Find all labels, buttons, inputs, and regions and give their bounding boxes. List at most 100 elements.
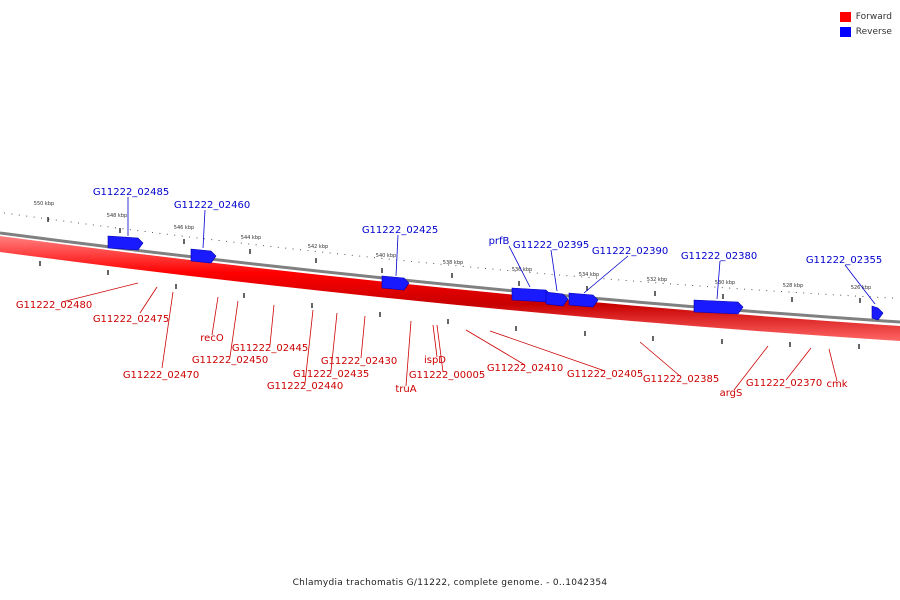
reverse-gene-label: G11222_02395	[513, 240, 589, 251]
scale-dot	[721, 287, 723, 289]
forward-gene-label: G11222_02430	[321, 356, 397, 367]
scale-dot	[544, 273, 546, 275]
scale-label: 526 kbp	[851, 285, 871, 291]
scale-dot	[70, 221, 72, 223]
scale-dot	[766, 290, 768, 292]
forward-gene-label-leader	[405, 320, 412, 387]
scale-dot	[855, 295, 856, 297]
reverse-gene-label: prfB	[489, 236, 510, 247]
forward-gene-label: argS	[720, 388, 743, 399]
scale-label: 544 kbp	[241, 235, 261, 241]
forward-gene-label-leader	[139, 286, 158, 314]
scale-dot	[477, 267, 479, 269]
scale-dot	[181, 235, 183, 237]
scale-dot	[211, 239, 213, 241]
forward-gene-label: G11222_02370	[746, 378, 822, 389]
scale-dot	[773, 290, 775, 292]
scale-dot	[85, 223, 87, 225]
forward-gene-label: G11222_02435	[293, 369, 369, 380]
scale-dot	[559, 274, 560, 276]
scale-dot	[662, 282, 664, 284]
gene-arrow	[511, 287, 552, 303]
scale-dot	[115, 227, 116, 229]
scale-dot	[640, 281, 642, 283]
scale-dot	[440, 263, 442, 265]
scale-dot	[862, 295, 864, 297]
forward-gene-label-leader	[61, 282, 139, 303]
scale-dot	[566, 275, 568, 277]
reverse-gene-label-leader	[395, 234, 399, 277]
scale-dot	[514, 270, 516, 272]
scale-dot	[847, 295, 849, 297]
scale-dot	[255, 244, 257, 246]
legend-forward-label: Forward	[855, 11, 892, 22]
scale-dot	[633, 280, 634, 282]
scale-dot	[596, 277, 597, 279]
scale-dot	[48, 218, 50, 220]
forward-gene-label: G11222_02450	[192, 355, 268, 366]
scale-dot	[795, 292, 797, 294]
scale-dot	[366, 256, 368, 258]
scale-dot	[610, 278, 612, 280]
scale-dot	[226, 240, 227, 242]
reverse-gene-label: G11222_02460	[174, 200, 250, 211]
scale-label: 542 kbp	[308, 244, 328, 250]
forward-gene-label: G11222_02445	[232, 343, 308, 354]
scale-dot	[240, 242, 242, 244]
forward-gene-label-leader	[269, 304, 275, 346]
scale-dot	[462, 265, 464, 267]
reverse-genes	[107, 235, 884, 321]
scale-dot	[818, 293, 819, 295]
gene-arrow	[381, 275, 410, 291]
scale-dot	[233, 241, 235, 243]
scale-label: 538 kbp	[443, 260, 463, 266]
genome-caption: Chlamydia trachomatis G/11222, complete …	[292, 578, 608, 588]
scale-dot	[203, 238, 205, 240]
scale-label: 540 kbp	[376, 253, 396, 259]
forward-gene-label: truA	[395, 384, 416, 395]
legend-item-reverse: Reverse	[839, 24, 892, 39]
scale-dot	[411, 260, 412, 262]
scale-dot	[677, 283, 679, 285]
forward-gene-label: G11222_02475	[93, 314, 169, 325]
forward-gene-label-leader	[432, 324, 438, 358]
reverse-gene-label-leader	[202, 209, 206, 249]
scale-dot	[418, 261, 420, 263]
scale-dot	[107, 226, 109, 228]
scale-dot	[351, 254, 353, 256]
scale-dot	[100, 225, 102, 227]
forward-gene-label-leader	[304, 309, 314, 384]
gene-arrow	[190, 248, 217, 264]
scale-dot	[122, 228, 124, 230]
scale-dot	[78, 222, 79, 224]
scale-dot	[536, 272, 538, 274]
scale-dot	[529, 271, 531, 273]
scale-dot	[300, 249, 301, 251]
scale-dot	[573, 275, 575, 277]
scale-dot	[832, 294, 834, 296]
scale-dot	[344, 254, 346, 256]
forward-gene-label: G11222_02480	[16, 300, 92, 311]
reverse-gene-label-leader	[508, 245, 531, 288]
scale-dot	[63, 220, 65, 222]
scale-dot	[4, 212, 5, 214]
legend-reverse-label: Reverse	[855, 26, 892, 37]
scale-dot	[218, 240, 220, 242]
gene-arrow	[545, 291, 569, 307]
scale-dot	[307, 250, 309, 252]
scale-dot	[581, 276, 583, 278]
forward-gene-label: ispD	[424, 355, 446, 366]
scale-label: 528 kbp	[783, 283, 803, 289]
scale-dot	[448, 264, 449, 266]
scale-dot	[877, 296, 879, 298]
scale-dot	[359, 255, 361, 257]
scale-dot	[492, 268, 494, 270]
inner-ticks	[39, 261, 860, 349]
forward-gene-label: G11222_02385	[643, 374, 719, 385]
scale-dot	[684, 284, 686, 286]
scale-dot	[758, 289, 760, 291]
reverse-gene-label-leader	[716, 260, 721, 300]
scale-dot	[618, 279, 620, 281]
scale-dot	[892, 297, 893, 299]
gene-arrow	[693, 299, 744, 315]
